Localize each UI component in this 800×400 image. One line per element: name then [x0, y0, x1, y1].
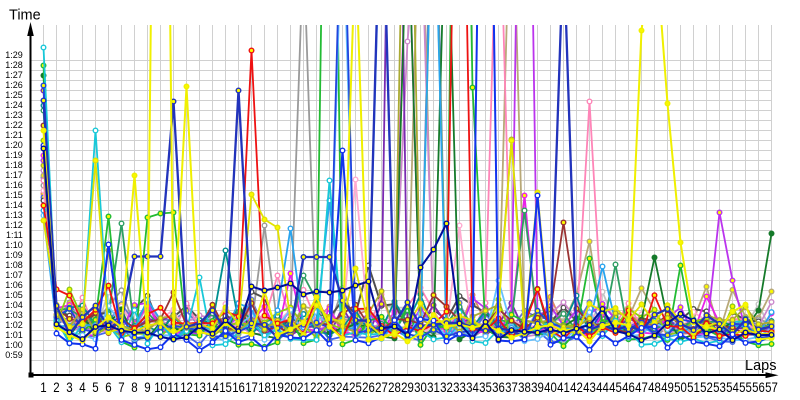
svg-text:9: 9 [144, 380, 150, 396]
svg-text:13: 13 [193, 380, 206, 396]
svg-text:1:26: 1:26 [5, 80, 23, 90]
svg-text:23: 23 [323, 380, 336, 396]
svg-text:14: 14 [206, 380, 219, 396]
svg-text:28: 28 [388, 380, 401, 396]
svg-text:40: 40 [544, 380, 557, 396]
svg-text:43: 43 [583, 380, 596, 396]
svg-text:7: 7 [118, 380, 124, 396]
svg-text:30: 30 [414, 380, 427, 396]
svg-text:12: 12 [180, 380, 193, 396]
svg-text:1:07: 1:07 [5, 270, 23, 280]
svg-text:1:18: 1:18 [5, 160, 23, 170]
svg-text:1:16: 1:16 [5, 180, 23, 190]
svg-text:11: 11 [167, 380, 180, 396]
svg-text:26: 26 [362, 380, 375, 396]
svg-text:46: 46 [622, 380, 635, 396]
svg-text:48: 48 [648, 380, 661, 396]
svg-text:50: 50 [674, 380, 687, 396]
svg-text:56: 56 [752, 380, 765, 396]
svg-text:19: 19 [271, 380, 284, 396]
svg-text:24: 24 [336, 380, 349, 396]
svg-text:21: 21 [297, 380, 310, 396]
svg-text:55: 55 [739, 380, 752, 396]
svg-text:22: 22 [310, 380, 323, 396]
svg-text:38: 38 [518, 380, 531, 396]
svg-text:51: 51 [687, 380, 700, 396]
svg-text:1:04: 1:04 [5, 300, 23, 310]
svg-text:Laps: Laps [745, 358, 776, 374]
svg-text:44: 44 [596, 380, 609, 396]
svg-text:8: 8 [131, 380, 137, 396]
svg-text:1:00: 1:00 [5, 340, 23, 350]
svg-text:10: 10 [154, 380, 167, 396]
svg-text:15: 15 [219, 380, 232, 396]
svg-text:1:25: 1:25 [5, 90, 23, 100]
svg-text:3: 3 [66, 380, 72, 396]
svg-text:1:23: 1:23 [5, 110, 23, 120]
svg-text:6: 6 [105, 380, 111, 396]
svg-text:1:29: 1:29 [5, 50, 23, 60]
svg-text:1:14: 1:14 [5, 200, 23, 210]
svg-text:1:12: 1:12 [5, 220, 23, 230]
svg-text:57: 57 [765, 380, 778, 396]
svg-text:Time: Time [9, 8, 41, 24]
svg-text:1:08: 1:08 [5, 260, 23, 270]
svg-text:29: 29 [401, 380, 414, 396]
svg-text:47: 47 [635, 380, 648, 396]
svg-text:1:02: 1:02 [5, 320, 23, 330]
svg-text:0:59: 0:59 [5, 350, 23, 360]
svg-text:17: 17 [245, 380, 258, 396]
svg-text:1:19: 1:19 [5, 150, 23, 160]
svg-text:33: 33 [453, 380, 466, 396]
svg-text:1:27: 1:27 [5, 70, 23, 80]
svg-text:31: 31 [427, 380, 440, 396]
svg-text:20: 20 [284, 380, 297, 396]
svg-text:18: 18 [258, 380, 271, 396]
svg-text:1: 1 [40, 380, 46, 396]
svg-text:42: 42 [570, 380, 583, 396]
svg-text:5: 5 [92, 380, 98, 396]
svg-text:35: 35 [479, 380, 492, 396]
svg-text:54: 54 [726, 380, 739, 396]
svg-text:39: 39 [531, 380, 544, 396]
svg-text:1:15: 1:15 [5, 190, 23, 200]
svg-text:1:24: 1:24 [5, 100, 23, 110]
svg-text:52: 52 [700, 380, 713, 396]
svg-text:1:03: 1:03 [5, 310, 23, 320]
svg-text:34: 34 [466, 380, 479, 396]
svg-text:1:11: 1:11 [6, 230, 23, 240]
svg-text:53: 53 [713, 380, 726, 396]
svg-text:1:01: 1:01 [5, 330, 23, 340]
svg-text:2: 2 [53, 380, 59, 396]
svg-text:41: 41 [557, 380, 570, 396]
svg-text:1:22: 1:22 [5, 120, 23, 130]
svg-text:1:28: 1:28 [5, 60, 23, 70]
svg-text:16: 16 [232, 380, 245, 396]
svg-text:37: 37 [505, 380, 518, 396]
svg-text:25: 25 [349, 380, 362, 396]
svg-text:1:10: 1:10 [5, 240, 23, 250]
svg-text:27: 27 [375, 380, 388, 396]
svg-text:32: 32 [440, 380, 453, 396]
svg-text:1:09: 1:09 [5, 250, 23, 260]
svg-text:4: 4 [79, 380, 85, 396]
svg-text:1:06: 1:06 [5, 280, 23, 290]
svg-text:1:13: 1:13 [5, 210, 23, 220]
svg-text:49: 49 [661, 380, 674, 396]
svg-text:1:20: 1:20 [5, 140, 23, 150]
svg-text:45: 45 [609, 380, 622, 396]
svg-text:1:17: 1:17 [5, 170, 23, 180]
svg-text:36: 36 [492, 380, 505, 396]
svg-text:1:21: 1:21 [5, 130, 23, 140]
svg-text:1:05: 1:05 [5, 290, 23, 300]
